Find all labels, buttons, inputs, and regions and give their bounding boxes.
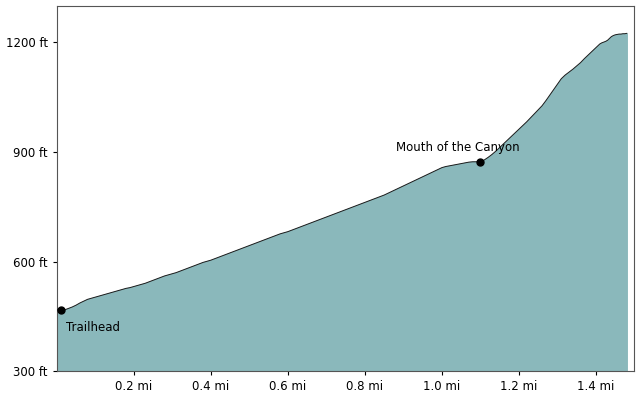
Text: Mouth of the Canyon: Mouth of the Canyon	[396, 142, 519, 154]
Text: Trailhead: Trailhead	[67, 321, 120, 334]
